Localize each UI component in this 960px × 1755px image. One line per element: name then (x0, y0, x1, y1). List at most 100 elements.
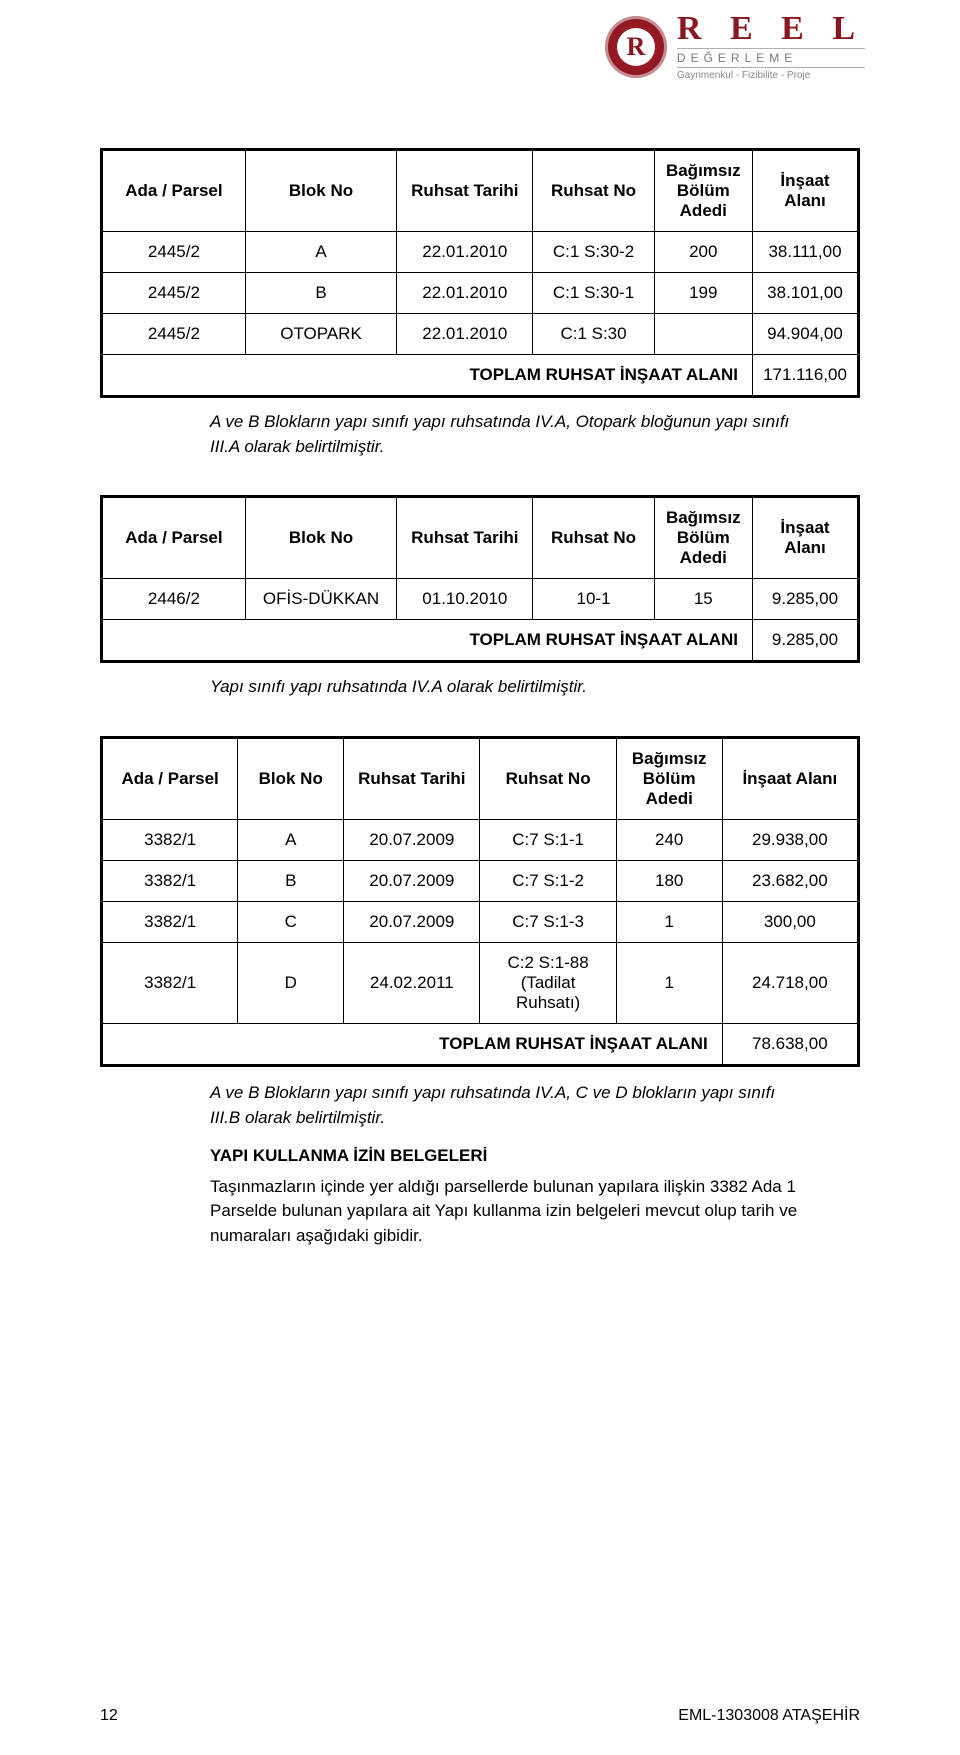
cell: 20.07.2009 (344, 819, 480, 860)
cell: 94.904,00 (752, 314, 858, 355)
total-value: 171.116,00 (752, 355, 858, 397)
col-ruhsat-no: Ruhsat No (533, 150, 654, 232)
cell: B (245, 273, 396, 314)
note-block-3: A ve B Blokların yapı sınıfı yapı ruhsat… (210, 1081, 800, 1249)
cell: 20.07.2009 (344, 860, 480, 901)
table-total-row: TOPLAM RUHSAT İNŞAAT ALANI 9.285,00 (102, 620, 859, 662)
table-row: 3382/1 D 24.02.2011 C:2 S:1-88 (Tadilat … (102, 942, 859, 1023)
table-row: 3382/1 A 20.07.2009 C:7 S:1-1 240 29.938… (102, 819, 859, 860)
col-blok-no: Blok No (238, 737, 344, 819)
cell: 1 (616, 901, 722, 942)
brand-logo: R R E E L DEĞERLEME Gayrimenkul - Fizibi… (605, 12, 865, 81)
cell: C:7 S:1-3 (480, 901, 616, 942)
doc-reference: EML-1303008 ATAŞEHİR (678, 1707, 860, 1725)
table-row: 2445/2 A 22.01.2010 C:1 S:30-2 200 38.11… (102, 232, 859, 273)
ruhsat-table-1: Ada / Parsel Blok No Ruhsat Tarihi Ruhsa… (100, 148, 860, 398)
col-insaat: İnşaat Alanı (752, 497, 858, 579)
cell: 10-1 (533, 579, 654, 620)
col-ruhsat-tarihi: Ruhsat Tarihi (397, 150, 533, 232)
total-value: 78.638,00 (722, 1023, 858, 1065)
col-ada-parsel: Ada / Parsel (102, 497, 246, 579)
table-total-row: TOPLAM RUHSAT İNŞAAT ALANI 78.638,00 (102, 1023, 859, 1065)
cell: 22.01.2010 (397, 232, 533, 273)
total-label: TOPLAM RUHSAT İNŞAAT ALANI (102, 1023, 723, 1065)
cell: 23.682,00 (722, 860, 858, 901)
cell: 15 (654, 579, 752, 620)
logo-main: R E E L (677, 12, 865, 46)
cell: 2445/2 (102, 273, 246, 314)
cell: B (238, 860, 344, 901)
cell: C:1 S:30-2 (533, 232, 654, 273)
total-label: TOPLAM RUHSAT İNŞAAT ALANI (102, 355, 753, 397)
cell: 20.07.2009 (344, 901, 480, 942)
col-ada-parsel: Ada / Parsel (102, 737, 238, 819)
cell: 2445/2 (102, 314, 246, 355)
note-text-1: A ve B Blokların yapı sınıfı yapı ruhsat… (210, 410, 800, 459)
cell: 3382/1 (102, 942, 238, 1023)
total-value: 9.285,00 (752, 620, 858, 662)
cell: 240 (616, 819, 722, 860)
cell: 3382/1 (102, 819, 238, 860)
logo-letter: R (617, 28, 655, 66)
cell: 01.10.2010 (397, 579, 533, 620)
ruhsat-table-2: Ada / Parsel Blok No Ruhsat Tarihi Ruhsa… (100, 495, 860, 663)
cell: C (238, 901, 344, 942)
note-body: Taşınmazların içinde yer aldığı parselle… (210, 1175, 800, 1249)
cell: 300,00 (722, 901, 858, 942)
col-blok-no: Blok No (245, 150, 396, 232)
cell: 9.285,00 (752, 579, 858, 620)
cell: 22.01.2010 (397, 273, 533, 314)
col-bagimsiz: Bağımsız Bölüm Adedi (654, 497, 752, 579)
col-bagimsiz: Bağımsız Bölüm Adedi (616, 737, 722, 819)
total-label: TOPLAM RUHSAT İNŞAAT ALANI (102, 620, 753, 662)
page-number: 12 (100, 1707, 118, 1725)
col-bagimsiz: Bağımsız Bölüm Adedi (654, 150, 752, 232)
cell: C:2 S:1-88 (Tadilat Ruhsatı) (480, 942, 616, 1023)
cell: C:1 S:30-1 (533, 273, 654, 314)
cell: C:1 S:30 (533, 314, 654, 355)
cell: C:7 S:1-2 (480, 860, 616, 901)
cell: 2446/2 (102, 579, 246, 620)
logo-seal: R (605, 16, 667, 78)
cell: A (238, 819, 344, 860)
cell: OFİS-DÜKKAN (245, 579, 396, 620)
cell: C:7 S:1-1 (480, 819, 616, 860)
col-ruhsat-tarihi: Ruhsat Tarihi (397, 497, 533, 579)
cell: D (238, 942, 344, 1023)
cell: OTOPARK (245, 314, 396, 355)
cell: 22.01.2010 (397, 314, 533, 355)
note-heading: YAPI KULLANMA İZİN BELGELERİ (210, 1144, 800, 1169)
table-row: 2445/2 B 22.01.2010 C:1 S:30-1 199 38.10… (102, 273, 859, 314)
ruhsat-table-3: Ada / Parsel Blok No Ruhsat Tarihi Ruhsa… (100, 736, 860, 1067)
logo-sub2: Gayrimenkul - Fizibilite - Proje (677, 70, 865, 81)
cell (654, 314, 752, 355)
cell: 24.718,00 (722, 942, 858, 1023)
col-insaat: İnşaat Alanı (752, 150, 858, 232)
table-row: 3382/1 B 20.07.2009 C:7 S:1-2 180 23.682… (102, 860, 859, 901)
cell: 2445/2 (102, 232, 246, 273)
page-footer: 12 EML-1303008 ATAŞEHİR (100, 1707, 860, 1725)
col-blok-no: Blok No (245, 497, 396, 579)
table-row: 2445/2 OTOPARK 22.01.2010 C:1 S:30 94.90… (102, 314, 859, 355)
cell: 180 (616, 860, 722, 901)
cell: 3382/1 (102, 860, 238, 901)
logo-text: R E E L DEĞERLEME Gayrimenkul - Fizibili… (677, 12, 865, 81)
table-row: 3382/1 C 20.07.2009 C:7 S:1-3 1 300,00 (102, 901, 859, 942)
cell: 38.101,00 (752, 273, 858, 314)
col-ruhsat-tarihi: Ruhsat Tarihi (344, 737, 480, 819)
note-text-2: Yapı sınıfı yapı ruhsatında IV.A olarak … (210, 675, 800, 700)
col-ada-parsel: Ada / Parsel (102, 150, 246, 232)
cell: 1 (616, 942, 722, 1023)
col-ruhsat-no: Ruhsat No (533, 497, 654, 579)
cell: 24.02.2011 (344, 942, 480, 1023)
logo-sub1: DEĞERLEME (677, 48, 865, 68)
cell: 200 (654, 232, 752, 273)
table-total-row: TOPLAM RUHSAT İNŞAAT ALANI 171.116,00 (102, 355, 859, 397)
cell: A (245, 232, 396, 273)
table-row: 2446/2 OFİS-DÜKKAN 01.10.2010 10-1 15 9.… (102, 579, 859, 620)
cell: 29.938,00 (722, 819, 858, 860)
col-ruhsat-no: Ruhsat No (480, 737, 616, 819)
col-insaat: İnşaat Alanı (722, 737, 858, 819)
cell: 199 (654, 273, 752, 314)
note-italic: A ve B Blokların yapı sınıfı yapı ruhsat… (210, 1081, 800, 1130)
